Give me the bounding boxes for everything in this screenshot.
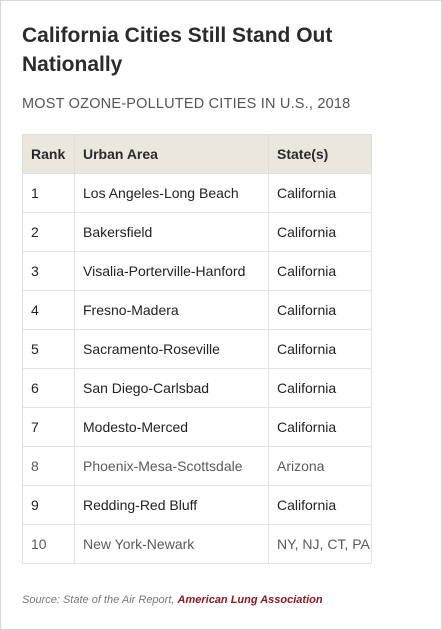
urban-area-column-header: Urban Area bbox=[74, 134, 269, 174]
rank-cell: 3 bbox=[22, 251, 75, 291]
table-row: 2 Bakersfield California bbox=[22, 212, 372, 252]
urban-area-cell: Los Angeles-Long Beach bbox=[74, 173, 269, 213]
table-row: 9 Redding-Red Bluff California bbox=[22, 485, 372, 525]
state-column-header: State(s) bbox=[268, 134, 372, 174]
rank-cell: 10 bbox=[22, 524, 75, 564]
urban-area-cell: Bakersfield bbox=[74, 212, 269, 252]
rank-cell: 7 bbox=[22, 407, 75, 447]
urban-area-cell: Modesto-Merced bbox=[74, 407, 269, 447]
rank-cell: 1 bbox=[22, 173, 75, 213]
rank-cell: 2 bbox=[22, 212, 75, 252]
table-row: 4 Fresno-Madera California bbox=[22, 290, 372, 330]
urban-area-cell: Sacramento-Roseville bbox=[74, 329, 269, 369]
table-row: 7 Modesto-Merced California bbox=[22, 407, 372, 447]
source-org-link[interactable]: American Lung Association bbox=[177, 594, 323, 606]
urban-area-cell: Redding-Red Bluff bbox=[74, 485, 269, 525]
table-row: 6 San Diego-Carlsbad California bbox=[22, 368, 372, 408]
state-cell: California bbox=[268, 212, 372, 252]
source-prefix: Source: State of the Air Report, bbox=[22, 594, 178, 606]
urban-area-cell: San Diego-Carlsbad bbox=[74, 368, 269, 408]
rank-column-header: Rank bbox=[22, 134, 75, 174]
rank-cell: 9 bbox=[22, 485, 75, 525]
table-subtitle: MOST OZONE-POLLUTED CITIES IN U.S., 2018 bbox=[22, 96, 351, 112]
state-cell: Arizona bbox=[268, 446, 372, 486]
state-cell: California bbox=[268, 329, 372, 369]
urban-area-cell: Phoenix-Mesa-Scottsdale bbox=[74, 446, 269, 486]
urban-area-cell: New York-Newark bbox=[74, 524, 269, 564]
table-row: 10 New York-Newark NY, NJ, CT, PA bbox=[22, 524, 372, 564]
rank-cell: 4 bbox=[22, 290, 75, 330]
state-cell: California bbox=[268, 407, 372, 447]
rank-cell: 6 bbox=[22, 368, 75, 408]
state-cell: California bbox=[268, 290, 372, 330]
rank-cell: 8 bbox=[22, 446, 75, 486]
urban-area-cell: Fresno-Madera bbox=[74, 290, 269, 330]
table-row: 3 Visalia-Porterville-Hanford California bbox=[22, 251, 372, 291]
state-cell: California bbox=[268, 251, 372, 291]
table-row: 5 Sacramento-Roseville California bbox=[22, 329, 372, 369]
ozone-cities-table: Rank Urban Area State(s) 1 Los Angeles-L… bbox=[22, 134, 372, 564]
table-header-row: Rank Urban Area State(s) bbox=[22, 134, 372, 174]
source-note: Source: State of the Air Report, America… bbox=[22, 592, 323, 608]
state-cell: California bbox=[268, 368, 372, 408]
rank-cell: 5 bbox=[22, 329, 75, 369]
table-row: 1 Los Angeles-Long Beach California bbox=[22, 173, 372, 213]
state-cell: NY, NJ, CT, PA bbox=[268, 524, 372, 564]
state-cell: California bbox=[268, 173, 372, 213]
table-row: 8 Phoenix-Mesa-Scottsdale Arizona bbox=[22, 446, 372, 486]
page-title: California Cities Still Stand Out Nation… bbox=[22, 24, 333, 76]
state-cell: California bbox=[268, 485, 372, 525]
urban-area-cell: Visalia-Porterville-Hanford bbox=[74, 251, 269, 291]
